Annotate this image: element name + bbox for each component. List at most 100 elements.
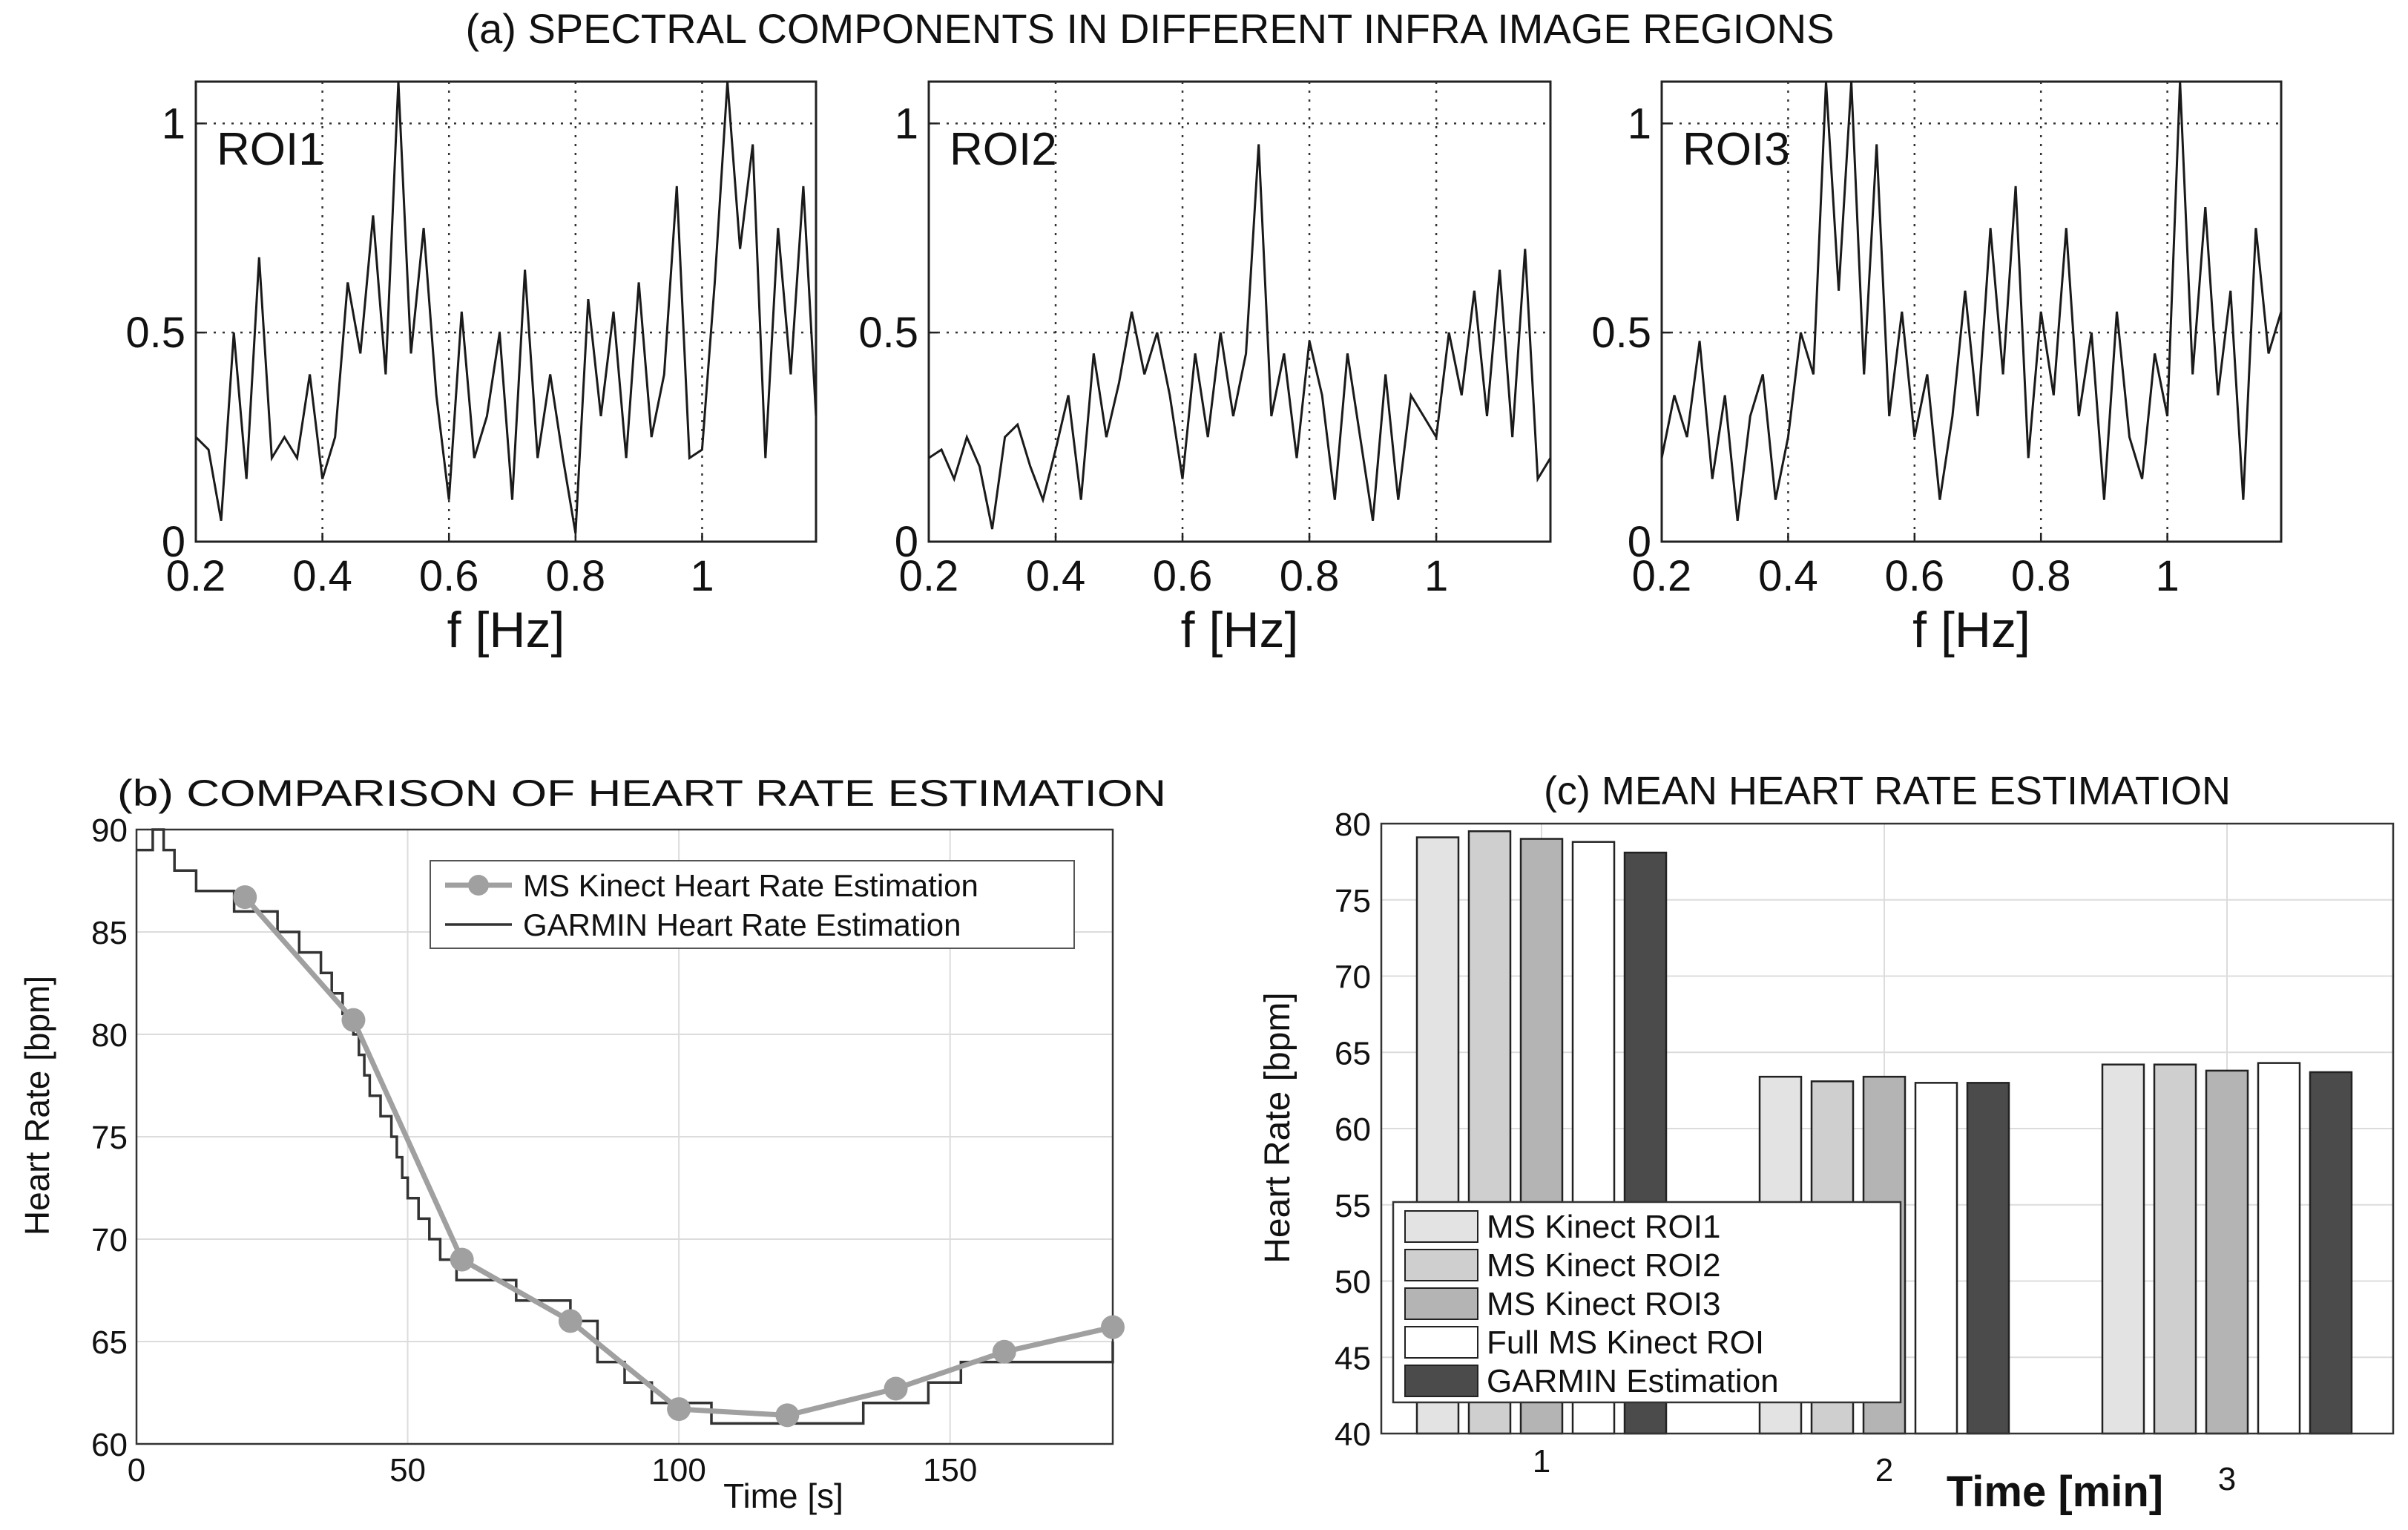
x-tick-label: 1 [690,552,714,600]
y-tick-label: 1 [162,99,185,148]
y-tick-label: 40 [1335,1416,1371,1453]
x-tick-label: 2 [1875,1452,1893,1488]
roi-label: ROI1 [217,124,324,175]
hr-comparison-panel: 0 50 100 150 60 65 70 75 80 85 90 MS Kinect Heart R… [18,772,1166,1515]
legend-label: GARMIN Estimation [1487,1363,1779,1399]
y-tick-label: 0.5 [125,309,185,357]
y-tick-label: 60 [91,1427,128,1463]
legend-label: MS Kinect ROI2 [1487,1247,1720,1284]
bar [2153,1063,2197,1435]
y-tick-label: 75 [1335,883,1371,919]
y-tick-label: 0.5 [1591,309,1651,357]
garmin-series-line [136,828,1114,1425]
legend-swatch [1404,1326,1478,1359]
x-tick-label: 150 [923,1452,977,1488]
legend-swatch [1404,1210,1478,1243]
y-axis-label: Heart Rate [bpm] [1258,992,1297,1263]
x-tick-label: 3 [2218,1461,2236,1497]
legend-swatch [1404,1249,1478,1281]
y-tick-label: 1 [895,99,918,148]
y-tick-label: 65 [1335,1035,1371,1071]
y-tick-label: 75 [91,1120,128,1156]
x-tick-label: 50 [389,1452,426,1488]
legend-label: MS Kinect ROI1 [1487,1209,1720,1245]
roi-label: ROI3 [1682,124,1790,175]
y-tick-label: 45 [1335,1340,1371,1376]
x-tick-label: 0 [128,1452,145,1488]
x-tick-label: 0.4 [1026,552,1086,600]
roi-label: ROI2 [950,124,1057,175]
chart-title: (b) COMPARISON OF HEART RATE ESTIMATION [117,772,1166,814]
x-tick-label: 0.8 [2011,552,2071,600]
plot-area [927,80,1552,543]
legend-garmin-label: GARMIN Heart Rate Estimation [523,907,961,942]
kinect-point [667,1397,691,1422]
y-tick-label: 0 [1628,518,1651,566]
x-tick-label: 0.4 [1758,552,1818,600]
y-tick-label: 0 [162,518,185,566]
x-tick-label: 0.4 [292,552,352,600]
x-tick-label: 0.2 [1632,552,1692,600]
kinect-point [450,1247,474,1272]
y-tick-label: 70 [1335,959,1371,996]
x-axis-label: f [Hz] [447,602,565,658]
y-tick-label: 0.5 [858,309,918,357]
x-tick-label: 0.2 [899,552,959,600]
kinect-point [233,885,257,910]
legend-kinect-label: MS Kinect Heart Rate Estimation [523,868,978,903]
spectrum-line [1660,81,2283,521]
legend-kinect-marker [468,875,489,896]
x-tick-label: 0.6 [419,552,479,600]
legend-label: Full MS Kinect ROI [1487,1324,1764,1361]
x-tick-label: 0.6 [1884,552,1944,600]
kinect-point [1101,1315,1125,1339]
x-axis-label: Time [min] [1947,1468,2163,1516]
legend-label: MS Kinect ROI3 [1487,1286,1720,1322]
y-tick-label: 65 [91,1324,128,1361]
x-tick-label: 1 [1424,552,1448,600]
kinect-point [775,1403,800,1428]
figure-title: (a) SPECTRAL COMPONENTS IN DIFFERENT INF… [465,5,1834,52]
x-tick-label: 1 [1533,1443,1550,1480]
kinect-point [558,1309,582,1333]
x-tick-label: 0.8 [1280,552,1340,600]
spectrum-roi2-panel: 0.2 0.4 0.6 0.8 1 0 0.5 1 ROI2 f [Hz] [858,80,1552,658]
x-axis-label: f [Hz] [1912,602,2030,658]
bar [2257,1062,2301,1435]
x-tick-label: 0.6 [1153,552,1213,600]
plot-frame [135,828,1114,1445]
spectrum-line [194,81,818,533]
spectrum-line [928,144,1552,530]
kinect-point [884,1376,908,1401]
legend-box [430,860,1075,949]
bar [1966,1082,2010,1435]
legend-swatch [1404,1365,1478,1397]
bar [1914,1082,1958,1435]
y-tick-label: 50 [1335,1264,1371,1301]
bar [2309,1071,2353,1435]
x-axis-label: Time [s] [723,1477,843,1515]
y-tick-label: 90 [91,812,128,849]
bar [2101,1063,2145,1435]
x-tick-label: 100 [651,1452,705,1488]
x-tick-label: 0.2 [166,552,226,600]
y-tick-label: 60 [1335,1112,1371,1148]
chart-title: (c) MEAN HEART RATE ESTIMATION [1544,769,2231,813]
y-tick-label: 1 [1628,99,1651,148]
spectrum-roi1-panel: 0.2 0.4 0.6 0.8 1 0 0.5 1 ROI1 f [Hz] [125,80,818,658]
y-tick-label: 85 [91,915,128,951]
kinect-point [341,1008,366,1032]
plot-frame [1380,822,2395,1435]
legend-swatch [1404,1287,1478,1320]
x-axis-label: f [Hz] [1181,602,1299,658]
kinect-point [992,1339,1016,1364]
y-tick-label: 80 [91,1017,128,1054]
y-tick-label: 0 [895,518,918,566]
y-tick-label: 70 [91,1222,128,1258]
y-tick-label: 55 [1335,1188,1371,1224]
y-axis-label: Heart Rate [bpm] [18,976,56,1235]
y-tick-label: 80 [1335,807,1371,843]
bar [2205,1069,2249,1435]
